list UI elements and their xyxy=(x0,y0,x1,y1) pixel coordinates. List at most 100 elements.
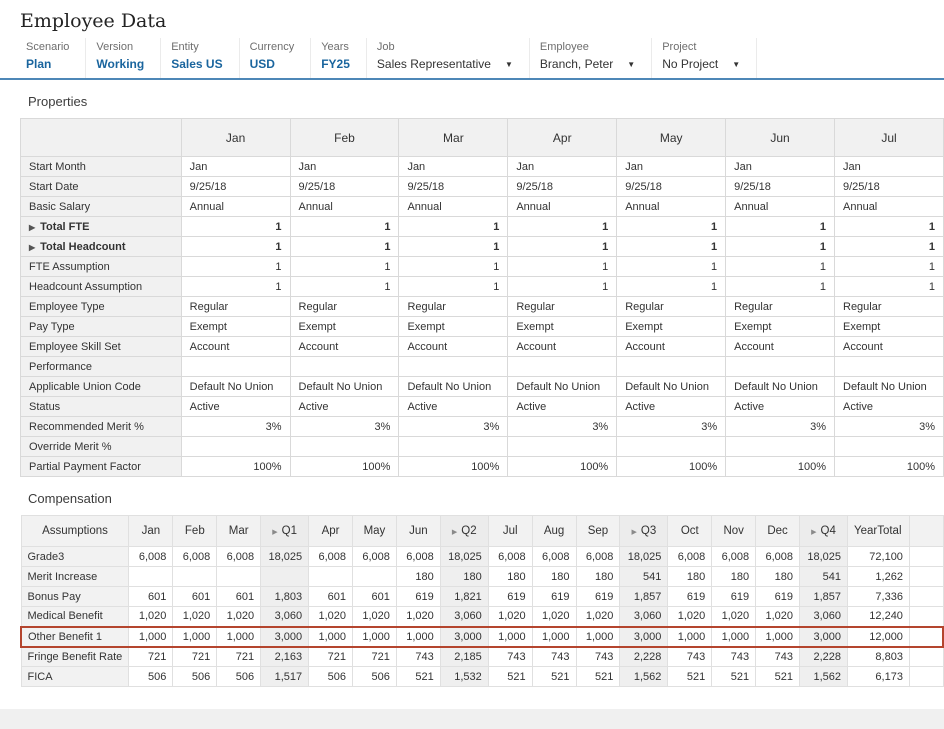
cell[interactable]: 1,000 xyxy=(128,625,174,648)
cell[interactable]: Jan xyxy=(398,156,509,177)
cell[interactable]: Regular xyxy=(725,296,835,317)
cell[interactable]: 1,020 xyxy=(172,606,218,627)
cell[interactable]: Account xyxy=(289,336,400,357)
cell[interactable] xyxy=(908,666,944,687)
cell[interactable]: 3% xyxy=(725,416,835,437)
cell[interactable] xyxy=(180,356,291,377)
cell[interactable]: Jan xyxy=(507,156,618,177)
pov-value-entity[interactable]: Sales US xyxy=(171,57,223,71)
cell[interactable]: 180 xyxy=(711,566,757,587)
cell[interactable]: Default No Union xyxy=(180,376,291,397)
cell[interactable] xyxy=(216,566,262,587)
cell[interactable]: Exempt xyxy=(616,316,727,337)
pov-item-currency[interactable]: Currency USD xyxy=(240,38,312,78)
cell[interactable]: 1,020 xyxy=(395,606,441,627)
cell[interactable]: 1,020 xyxy=(216,606,262,627)
cell[interactable]: Account xyxy=(616,336,727,357)
cell[interactable]: 3,000 xyxy=(439,625,489,648)
cell[interactable] xyxy=(289,436,400,457)
cell[interactable]: 521 xyxy=(395,666,441,687)
cell[interactable]: Regular xyxy=(616,296,727,317)
pov-item-entity[interactable]: Entity Sales US xyxy=(161,38,240,78)
cell[interactable]: Account xyxy=(180,336,291,357)
cell[interactable]: 1,020 xyxy=(575,606,621,627)
cell[interactable]: 9/25/18 xyxy=(725,176,835,197)
cell[interactable]: 541 xyxy=(799,566,848,587)
cell[interactable]: 1,000 xyxy=(531,625,577,648)
cell[interactable]: 2,228 xyxy=(619,646,669,667)
cell[interactable]: Default No Union xyxy=(725,376,835,397)
cell[interactable]: Annual xyxy=(398,196,509,217)
cell[interactable]: Jan xyxy=(725,156,835,177)
pov-item-employee[interactable]: Employee Branch, Peter ▼ xyxy=(530,38,653,78)
quarter-collapse-icon[interactable]: ▶ xyxy=(451,529,458,536)
cell[interactable]: 9/25/18 xyxy=(180,176,291,197)
cell[interactable]: 180 xyxy=(575,566,621,587)
cell[interactable]: 1 xyxy=(289,236,400,257)
cell[interactable]: 619 xyxy=(531,586,577,607)
cell[interactable]: 3,060 xyxy=(260,606,310,627)
cell[interactable]: 3% xyxy=(398,416,509,437)
cell[interactable]: Annual xyxy=(507,196,618,217)
cell[interactable]: 180 xyxy=(667,566,713,587)
cell[interactable]: 18,025 xyxy=(260,546,310,567)
cell[interactable]: 3% xyxy=(180,416,291,437)
cell[interactable]: 1,562 xyxy=(799,666,848,687)
cell[interactable]: Default No Union xyxy=(507,376,618,397)
pov-item-project[interactable]: Project No Project ▼ xyxy=(652,38,758,78)
cell[interactable]: 1,020 xyxy=(487,606,533,627)
cell[interactable]: 1 xyxy=(180,276,291,297)
cell[interactable]: Regular xyxy=(507,296,618,317)
cell[interactable]: 1 xyxy=(180,236,291,257)
cell[interactable] xyxy=(507,356,618,377)
cell[interactable]: Active xyxy=(180,396,291,417)
cell[interactable]: Jan xyxy=(289,156,400,177)
cell[interactable]: Active xyxy=(616,396,727,417)
cell[interactable]: 180 xyxy=(439,566,489,587)
cell[interactable]: 506 xyxy=(308,666,353,687)
cell[interactable]: 1,020 xyxy=(308,606,353,627)
cell[interactable]: 6,008 xyxy=(395,546,441,567)
cell[interactable]: 1 xyxy=(834,276,944,297)
cell[interactable]: 1,000 xyxy=(395,625,441,648)
cell[interactable]: Exempt xyxy=(725,316,835,337)
cell[interactable]: 1 xyxy=(180,256,291,277)
cell[interactable]: 1 xyxy=(616,256,727,277)
cell[interactable]: 1 xyxy=(398,276,509,297)
cell[interactable]: 6,008 xyxy=(352,546,397,567)
cell[interactable]: 72,100 xyxy=(846,546,910,567)
expand-icon[interactable]: ▶ xyxy=(29,222,36,232)
cell[interactable]: 619 xyxy=(667,586,713,607)
cell[interactable]: Regular xyxy=(398,296,509,317)
cell[interactable]: 1 xyxy=(616,236,727,257)
cell[interactable]: 1 xyxy=(398,216,509,237)
cell[interactable]: 18,025 xyxy=(619,546,669,567)
cell[interactable]: 1,000 xyxy=(308,625,353,648)
pov-value-currency[interactable]: USD xyxy=(249,57,275,71)
cell[interactable]: 521 xyxy=(487,666,533,687)
cell[interactable]: 1 xyxy=(616,276,727,297)
cell[interactable]: 1,000 xyxy=(667,625,713,648)
cell[interactable]: 7,336 xyxy=(846,586,910,607)
cell[interactable]: Active xyxy=(507,396,618,417)
cell[interactable]: Annual xyxy=(289,196,400,217)
cell[interactable]: 9/25/18 xyxy=(834,176,944,197)
pov-value-scenario[interactable]: Plan xyxy=(26,57,52,71)
cell[interactable]: 18,025 xyxy=(799,546,848,567)
cell[interactable]: 12,000 xyxy=(846,625,910,648)
cell[interactable]: 1,020 xyxy=(531,606,577,627)
cell[interactable]: 6,173 xyxy=(846,666,910,687)
cell[interactable]: 100% xyxy=(398,456,509,477)
cell[interactable]: 3% xyxy=(834,416,944,437)
cell[interactable]: 619 xyxy=(395,586,441,607)
cell[interactable]: 743 xyxy=(575,646,621,667)
cell[interactable]: 3% xyxy=(616,416,727,437)
cell[interactable]: 1,517 xyxy=(260,666,310,687)
cell[interactable] xyxy=(908,546,944,567)
cell[interactable]: 9/25/18 xyxy=(398,176,509,197)
cell[interactable]: 1 xyxy=(725,216,835,237)
cell[interactable] xyxy=(834,356,944,377)
cell[interactable] xyxy=(398,436,509,457)
cell[interactable]: 1 xyxy=(834,256,944,277)
cell[interactable]: 100% xyxy=(289,456,400,477)
